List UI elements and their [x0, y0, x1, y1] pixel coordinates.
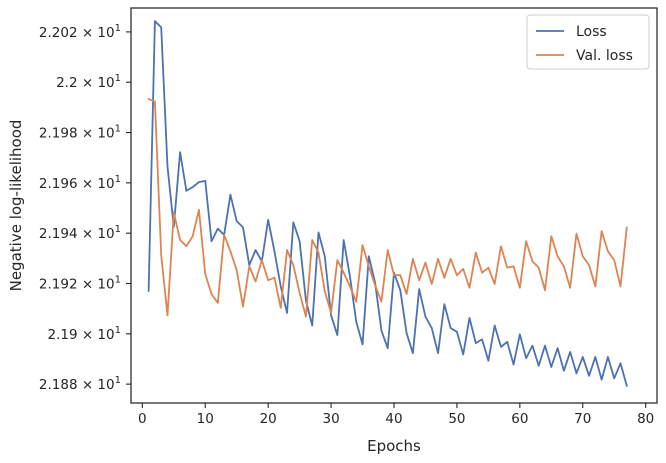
x-axis-label: Epochs	[367, 437, 421, 455]
x-tick-label: 0	[138, 411, 147, 427]
y-tick-label: 2.188 × 101	[39, 375, 121, 393]
y-tick-label: 2.2 × 101	[56, 73, 121, 91]
x-tick-label: 40	[385, 411, 402, 427]
series-line-val-loss	[147, 98, 628, 318]
series-layer	[147, 20, 628, 387]
y-tick-label: 2.198 × 101	[39, 124, 121, 142]
x-tick-label: 60	[511, 411, 528, 427]
y-axis-label: Negative log-likelihood	[7, 120, 25, 292]
plot-frame	[130, 7, 658, 404]
x-tick-label: 80	[637, 411, 654, 427]
y-ticks: 2.188 × 101 2.19 × 101 2.192 × 101 2.194 × …	[39, 23, 131, 393]
legend: Loss Val. loss	[526, 14, 650, 70]
x-tick-label: 30	[322, 411, 339, 427]
x-tick-label: 70	[574, 411, 591, 427]
legend-label-val-loss: Val. loss	[576, 48, 633, 64]
legend-label-loss: Loss	[576, 24, 607, 40]
y-tick-label: 2.196 × 101	[39, 174, 121, 192]
y-tick-label: 2.202 × 101	[39, 23, 121, 41]
y-tick-label: 2.192 × 101	[39, 274, 121, 292]
x-tick-label: 50	[448, 411, 465, 427]
y-tick-label: 2.194 × 101	[39, 224, 121, 242]
x-tick-label: 10	[197, 411, 214, 427]
x-ticks: 0 10 20 30 40 50 60 70 80	[138, 403, 654, 427]
series-line-loss	[147, 20, 628, 387]
x-tick-label: 20	[260, 411, 277, 427]
y-tick-label: 2.19 × 101	[47, 325, 121, 343]
